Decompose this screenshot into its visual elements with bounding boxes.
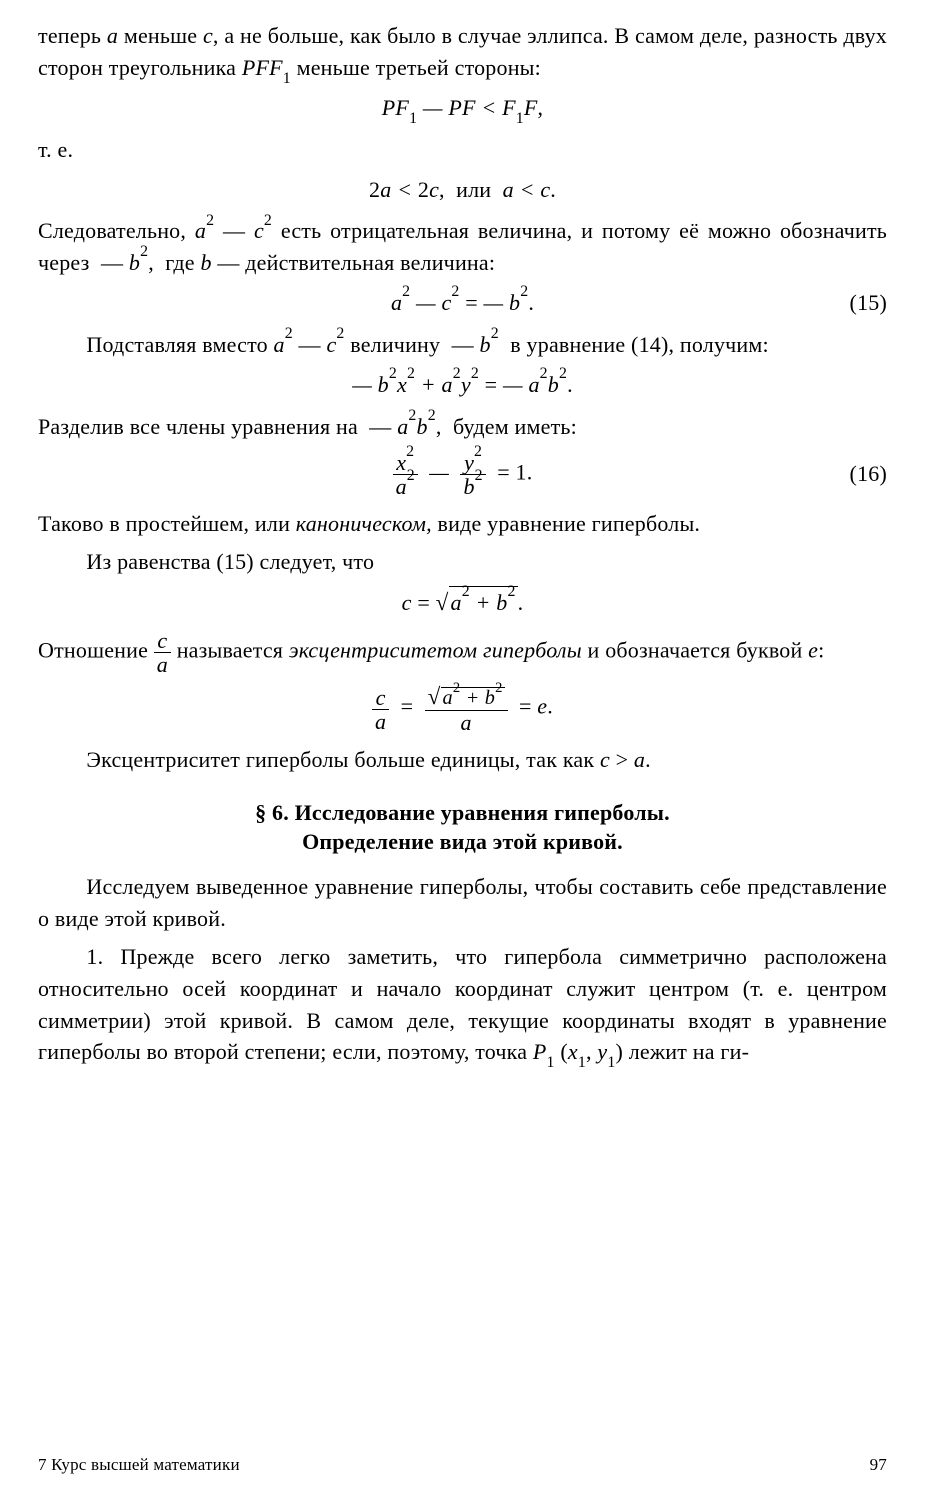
paragraph: Таково в простейшем, или каноническом, в… [38,508,887,540]
paragraph: Из равенства (15) следует, что [38,546,887,578]
paragraph: Отношение ca называется эксцентриситетом… [38,629,887,676]
text-italic: каноническом, [296,511,432,536]
paragraph: Разделив все члены уравнения на — a2b2, … [38,411,887,443]
equation: ca = √a2 + b2a = e. [38,684,887,733]
section-heading: § 6. Исследование уравнения гиперболы. О… [38,798,887,857]
text-italic: эксцентриситетом гиперболы [289,638,582,663]
paragraph: 1. Прежде всего легко заметить, что гипе… [38,941,887,1069]
heading-line: Определение вида этой кривой. [38,827,887,857]
equation: c = √a2 + b2. [38,586,887,619]
book-page: теперь a меньше c, а не больше, как было… [0,0,925,1500]
page-number: 97 [870,1453,887,1478]
paragraph: теперь a меньше c, а не больше, как было… [38,20,887,84]
paragraph-short: т. е. [38,134,887,166]
text: Таково в простейшем, или [38,511,296,536]
page-footer: 7 Курс высшей математики 97 [38,1453,887,1478]
equation-16: x2a2 — y2b2 = 1. (16) [38,451,887,498]
equation: PF1 — PF < F1F, [38,92,887,124]
paragraph: Подставляя вместо a2 — c2 величину — b2 … [38,329,887,361]
paragraph: Эксцентриситет гиперболы больше единицы,… [38,744,887,776]
text: виде уравнение гиперболы. [432,511,700,536]
equation-number: (15) [850,287,887,319]
equation: — b2x2 + a2y2 = — a2b2. [38,369,887,401]
text: называется [171,638,289,663]
text: Отношение [38,638,154,663]
text: и обозначается буквой e: [582,638,825,663]
footer-left: 7 Курс высшей математики [38,1453,240,1478]
paragraph: Исследуем выведенное уравнение гиперболы… [38,871,887,935]
equation-number: (16) [850,458,887,490]
equation-15: a2 — c2 = — b2. (15) [38,287,887,319]
paragraph: Следовательно, a2 — c2 есть отрицательна… [38,215,887,279]
equation: 2a < 2c, или a < c. [38,174,887,206]
heading-line: § 6. Исследование уравнения гиперболы. [38,798,887,828]
